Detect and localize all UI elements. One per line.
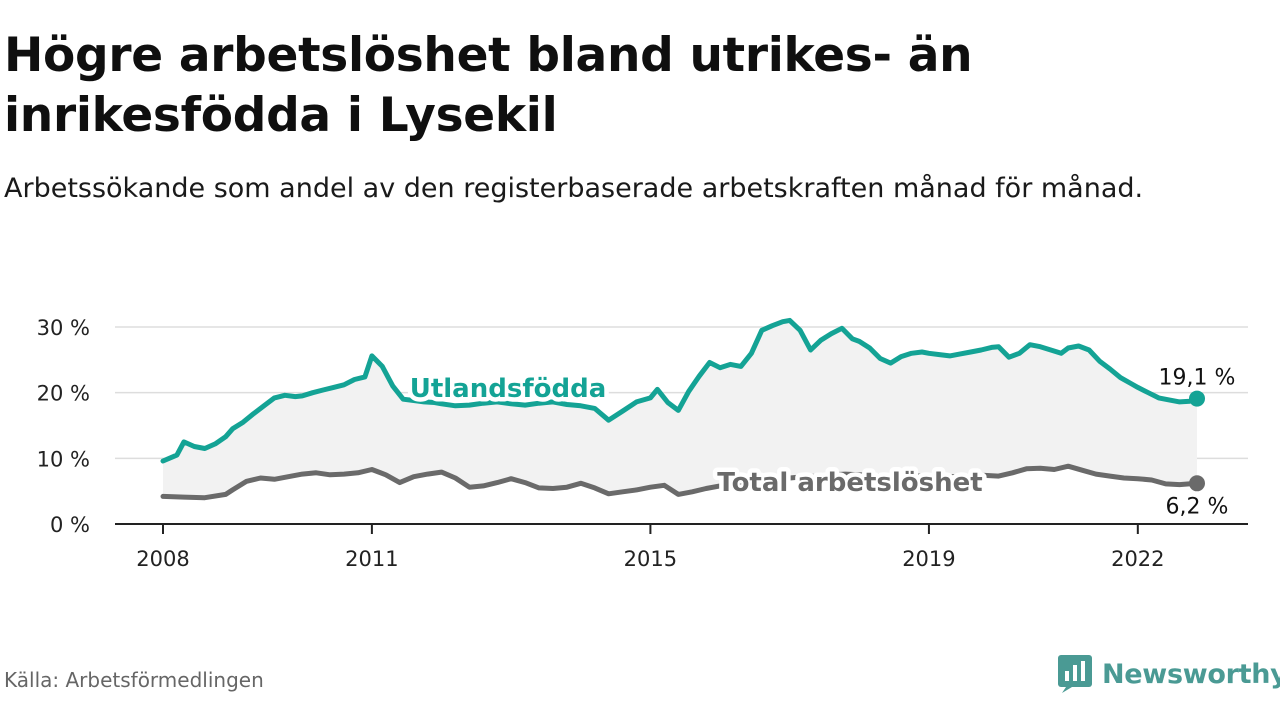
end-value-label-total: 6,2 % [1166,494,1229,519]
endpoint-marker-total [1189,475,1205,492]
newsworthy-logo-icon [1058,655,1092,693]
end-value-label-utlandsfodda: 19,1 % [1159,366,1236,391]
source-note: Källa: Arbetsförmedlingen [4,668,264,692]
brand-name: Newsworthy [1102,658,1280,690]
y-tick-label: 30 % [37,316,90,340]
x-tick-label: 2015 [624,547,677,571]
y-tick-label: 0 % [50,513,90,537]
x-tick-label: 2008 [136,547,189,571]
endpoint-marker-utlandsfodda [1189,390,1205,407]
x-tick-label: 2019 [902,547,955,571]
chart-subtitle: Arbetssökande som andel av den registerb… [4,173,1144,204]
chart-title: Högre arbetslöshet bland utrikes- än inr… [4,28,973,143]
series-labels: 19,1 % 6,2 % Utlandsfödda Total arbetslöshe… [405,366,1236,520]
series-group [160,317,1205,501]
y-tick-label: 20 % [37,382,90,406]
brand-logo: Newsworthy [1058,654,1280,694]
series-label-utlandsfodda: Utlandsfödda [410,374,607,404]
series-label-total: Total arbetslöshet [717,468,982,498]
series-line-utlandsfodda [160,317,1200,464]
y-tick-label: 10 % [37,447,90,471]
x-tick-label: 2011 [345,547,398,571]
series-line-total-arbetsloshet [160,463,1200,501]
x-tick-label: 2022 [1111,547,1164,571]
y-axis: 0 % 10 % 20 % 30 % [37,316,90,537]
x-axis: 2008 2011 2015 2019 2022 [115,523,1248,571]
